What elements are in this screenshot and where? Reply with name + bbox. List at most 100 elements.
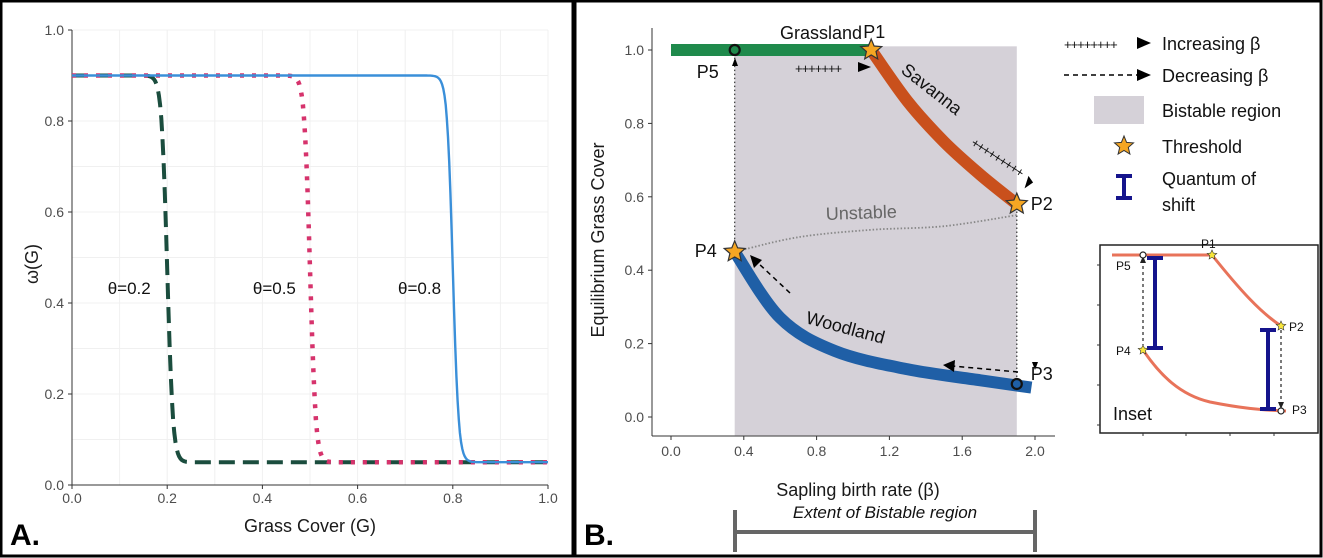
point-P4-label: P4 — [695, 241, 717, 261]
panel-a-curve-2 — [72, 74, 548, 464]
legend-threshold: Threshold — [1113, 134, 1242, 157]
point-P2-star — [1004, 191, 1029, 215]
panel-b-label: B. — [584, 519, 614, 552]
increasing-arrow-grassland: +++++++ — [795, 61, 842, 76]
panel-b-xtick-label: 0.8 — [807, 443, 827, 459]
point-P5-circle — [728, 43, 741, 57]
panel-a-ytick-label: 1.0 — [45, 22, 65, 38]
panel-a-curve-label-2: θ=0.8 — [398, 279, 441, 298]
panel-a-curve-labels: θ=0.2 θ=0.5 θ=0.8 — [108, 279, 441, 298]
inset-star-2 — [1137, 344, 1149, 355]
extent-label: Extent of Bistable region — [793, 503, 977, 522]
inset-quantum-left — [1147, 256, 1163, 350]
panel-a-ytick-label: 0.4 — [45, 295, 65, 311]
panel-b-xtick-label: 2.0 — [1025, 443, 1045, 459]
legend: ++++++++ Increasing β Decreasing β Bista… — [1064, 34, 1281, 215]
bistable-region — [734, 46, 1017, 436]
panel-a-xtick-label: 0.0 — [62, 490, 82, 506]
panel-b-curve-savanna — [866, 46, 1021, 209]
panel-a-xtick-label: 0.8 — [443, 490, 463, 506]
panel-a-xtick-label: 0.2 — [157, 490, 177, 506]
panel-b-curve-unstable — [734, 214, 1017, 253]
point-P5-label: P5 — [697, 62, 719, 82]
panel-b-axes — [651, 28, 1055, 437]
arrowhead-decreasing-1 — [943, 360, 955, 372]
bistable-region-fill — [734, 46, 1017, 436]
legend-increasing: ++++++++ Increasing β — [1064, 34, 1260, 54]
panel-b-ytick-label: 0.6 — [625, 189, 645, 205]
svg-text:++++++++: ++++++++ — [1064, 37, 1117, 52]
panel-b-border — [573, 0, 1323, 558]
legend-shift-label: shift — [1162, 195, 1195, 215]
panel-a-curve-label-1: θ=0.5 — [253, 279, 296, 298]
panel-b-ytick-label: 0.2 — [625, 336, 645, 352]
point-P3-circle — [1010, 377, 1023, 391]
legend-quantum-label: Quantum of — [1162, 169, 1257, 189]
inset-arrowhead-up — [1140, 256, 1146, 263]
panel-a-ylabel: ω(G) — [22, 244, 42, 284]
panel-a-ytick-label: 0.2 — [45, 386, 65, 402]
inset-p5-marker — [1139, 251, 1147, 259]
panel-b-ytick-label: 0.8 — [625, 115, 645, 131]
legend-threshold-label: Threshold — [1162, 137, 1242, 157]
inset-star-0 — [1206, 249, 1218, 260]
inset-label-p3: P3 — [1292, 403, 1307, 417]
panel-b-xlabel: Sapling birth rate (β) — [776, 480, 939, 500]
legend-quantum: Quantum of shift — [1116, 169, 1257, 215]
inset-arrowhead-down — [1278, 402, 1284, 409]
panel-a-ytick-label: 0.8 — [45, 113, 65, 129]
panel-b-xtick-label: 0.4 — [734, 443, 754, 459]
panel-a-xtick-label: 1.0 — [538, 490, 558, 506]
point-P1-label: P1 — [863, 22, 885, 42]
inset-p3-marker — [1277, 407, 1285, 415]
panel-b-xtick-label: 1.6 — [952, 443, 972, 459]
inset-label-p5: P5 — [1116, 259, 1131, 273]
panel-a-ticks: 0.0 0.2 0.4 0.6 0.8 1.0 0.0 0.2 0.4 0.6 0.8 1.0 — [45, 22, 558, 506]
legend-bistable: Bistable region — [1094, 96, 1281, 124]
inset-star-1 — [1275, 320, 1287, 331]
panel-a-series — [72, 73, 548, 465]
panel-a-xlabel: Grass Cover (G) — [244, 516, 376, 536]
legend-decreasing-label: Decreasing β — [1162, 66, 1268, 86]
panel-a-label: A. — [10, 519, 40, 552]
legend-bistable-label: Bistable region — [1162, 101, 1281, 121]
panel-b-ytick-label: 0.0 — [625, 409, 645, 425]
point-P3-label: P3 — [1031, 364, 1053, 384]
panel-b-ylabel: Equilibrium Grass Cover — [588, 142, 608, 337]
decreasing-arrow-woodland — [951, 365, 1019, 373]
arrowhead-p5 — [732, 58, 738, 66]
panel-b-xtick-label: 0.0 — [661, 443, 681, 459]
point-P1-star — [859, 37, 884, 61]
panel-b-xtick-label: 1.2 — [880, 443, 900, 459]
panel-b-ticks: 0.0 0.4 0.8 1.2 1.6 2.0 0.0 0.2 0.4 0.6 0.8 1.0 — [625, 42, 1045, 459]
panel-a-curve-0 — [72, 73, 548, 465]
panel-b-ytick-label: 0.4 — [625, 262, 645, 278]
inset: P1 P2 P3 P4 P5 Inset — [1097, 237, 1319, 436]
panel-a-grid — [71, 29, 549, 486]
arrowhead-increasing-1 — [858, 62, 871, 72]
inset-quantum-right — [1260, 328, 1276, 411]
panel-b-ytick-label: 1.0 — [625, 42, 645, 58]
inset-title: Inset — [1113, 404, 1152, 424]
extent-bracket — [733, 510, 1037, 552]
series-name-grassland: Grassland — [780, 23, 862, 43]
panel-a-xtick-label: 0.4 — [253, 490, 273, 506]
panel-a-curve-label-0: θ=0.2 — [108, 279, 151, 298]
panel-b-points: P1 P2 P3 P4 P5 — [695, 22, 1053, 391]
inset-label-p2: P2 — [1289, 320, 1304, 334]
inset-label-p4: P4 — [1116, 344, 1131, 358]
legend-decreasing: Decreasing β — [1064, 66, 1268, 86]
panel-a-xtick-label: 0.6 — [348, 490, 368, 506]
arrowhead-p3 — [1032, 362, 1038, 370]
series-name-unstable: Unstable — [825, 202, 897, 224]
panel-a-axes — [71, 30, 548, 486]
arrowhead-increasing-2 — [1024, 175, 1034, 189]
panel-b-series — [671, 44, 1033, 394]
inset-label-p1: P1 — [1201, 237, 1216, 251]
panel-a-ytick-label: 0.6 — [45, 204, 65, 220]
decreasing-arrow-p4 — [756, 261, 791, 294]
inset-ticks — [1097, 264, 1275, 436]
point-P4-star — [722, 239, 747, 262]
panel-a-border — [0, 0, 575, 558]
